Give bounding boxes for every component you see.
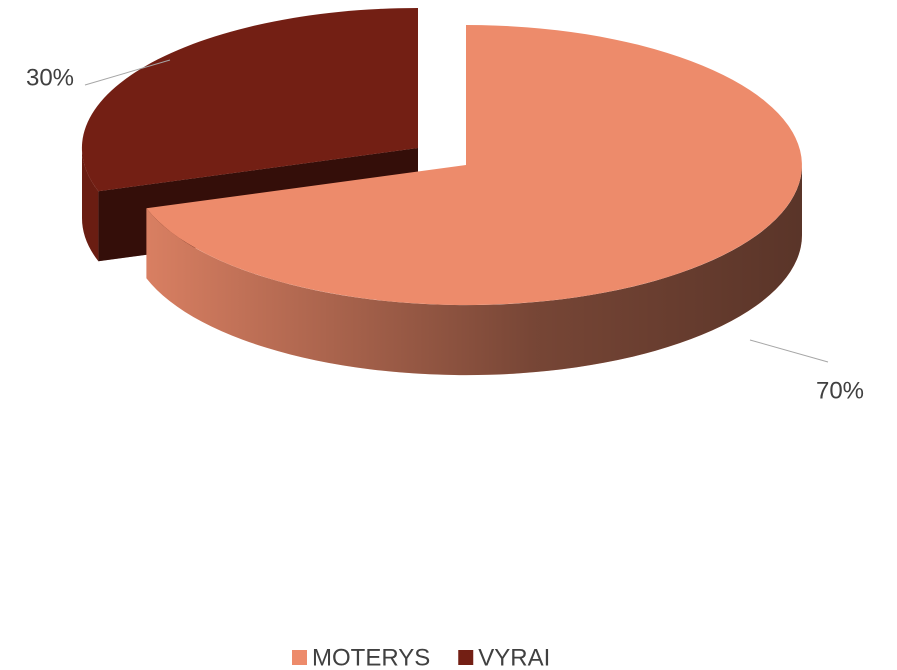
legend-swatch [292,650,307,665]
slice-side-shade [81,148,99,262]
legend-label: VYRAI [478,644,550,670]
data-labels: 70% 30% [26,59,864,404]
slice-top [146,25,802,305]
legend-swatch [458,650,474,665]
leader-line [84,59,171,86]
data-label: 70% [816,377,864,404]
pie-slice [146,25,803,376]
legend: MOTERYS VYRAI [292,644,550,670]
slice-top [81,8,419,192]
data-label: 30% [26,64,74,91]
slice-side-shade [146,165,803,376]
pie [81,8,803,376]
leader-line [749,339,829,363]
legend-label: MOTERYS [312,644,430,670]
